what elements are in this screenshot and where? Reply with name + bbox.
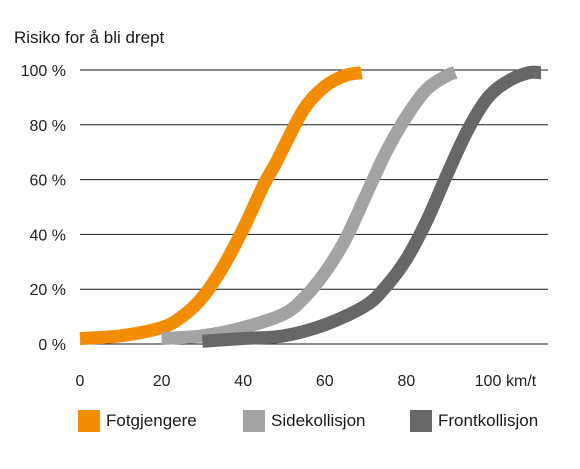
legend-label: Frontkollisjon xyxy=(438,411,539,430)
y-tick-label: 60 % xyxy=(30,173,66,190)
x-tick-label: 100 xyxy=(475,373,502,390)
x-axis-unit: km/t xyxy=(506,373,537,390)
x-tick-label: 0 xyxy=(76,373,85,390)
legend-item-sidekollisjon: Sidekollisjon xyxy=(243,410,366,432)
series-lines xyxy=(79,65,542,348)
y-tick-label: 100 % xyxy=(21,63,66,80)
y-tick-label: 0 % xyxy=(38,337,66,354)
y-tick-labels: 0 % 20 % 40 % 60 % 80 % 100 % xyxy=(21,63,66,354)
y-tick-label: 40 % xyxy=(30,227,66,244)
legend-label: Fotgjengere xyxy=(106,411,197,430)
legend-label: Sidekollisjon xyxy=(271,411,366,430)
y-tick-label: 20 % xyxy=(30,282,66,299)
legend-item-fotgjengere: Fotgjengere xyxy=(78,410,197,432)
x-tick-label: 40 xyxy=(234,373,252,390)
series-line-frontkollisjon xyxy=(201,65,542,348)
legend-swatch xyxy=(410,410,432,432)
legend-swatch xyxy=(78,410,100,432)
x-tick-label: 60 xyxy=(316,373,334,390)
x-tick-label: 80 xyxy=(398,373,416,390)
x-tick-label: 20 xyxy=(153,373,171,390)
series-line-fotgjengere xyxy=(79,66,363,346)
line-chart: 0 % 20 % 40 % 60 % 80 % 100 % 0 20 40 60 80 100 km/… xyxy=(21,63,548,390)
legend-swatch xyxy=(243,410,265,432)
x-tick-labels: 0 20 40 60 80 100 km/t xyxy=(76,373,537,390)
legend-item-frontkollisjon: Frontkollisjon xyxy=(410,410,538,432)
y-axis-label: Risiko for å bli drept xyxy=(14,28,165,47)
series-line-sidekollisjon xyxy=(161,66,458,346)
y-tick-label: 80 % xyxy=(30,118,66,135)
